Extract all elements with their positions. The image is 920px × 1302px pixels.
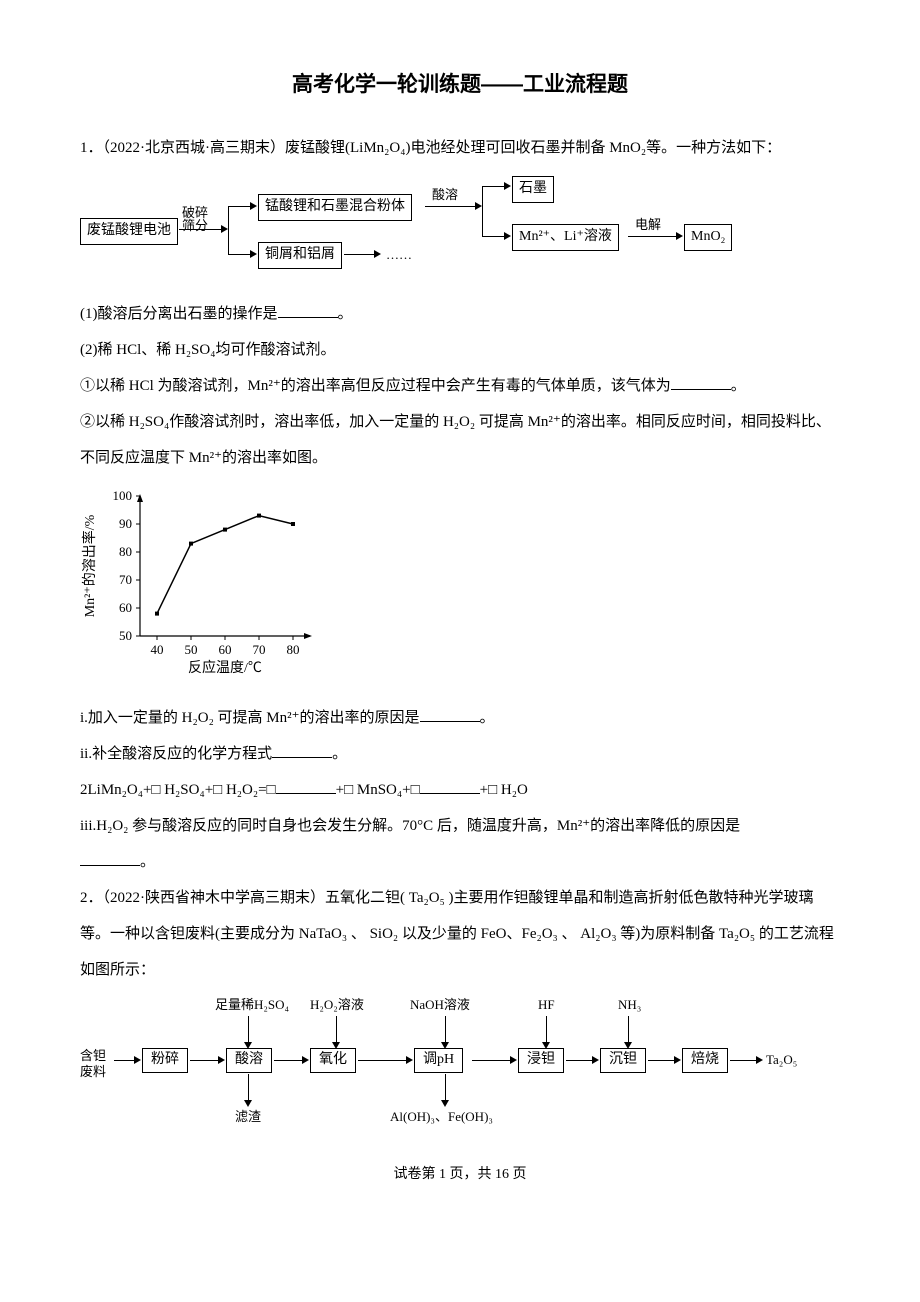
flow2-bot2: Al(OH)₃、Fe(OH)₃	[390, 1110, 493, 1123]
q1-ii-text: ii.补全酸溶反应的化学方程式	[80, 746, 272, 762]
flow2-top2: H₂O₂溶液	[310, 998, 364, 1011]
q1-2-1-end: 。	[731, 378, 746, 394]
svg-text:60: 60	[119, 600, 132, 615]
svg-text:60: 60	[219, 642, 232, 657]
blank	[671, 374, 731, 390]
svg-text:反应温度/℃: 反应温度/℃	[188, 659, 262, 676]
chart-1-svg: 50 60 70 80 90 100 40 50 60 70 80 反应温度/℃ Mn²⁺的溶出率/%	[80, 486, 320, 676]
flow2-bot1: 滤渣	[235, 1110, 261, 1123]
page-title: 高考化学一轮训练题——工业流程题	[80, 60, 840, 110]
flow2-box2: 酸溶	[226, 1048, 272, 1073]
svg-text:Mn²⁺的溶出率/%: Mn²⁺的溶出率/%	[81, 515, 98, 618]
q1-1: (1)酸溶后分离出石墨的操作是 。	[80, 296, 840, 332]
flow2-top4: HF	[538, 998, 555, 1011]
svg-text:100: 100	[113, 488, 133, 503]
svg-text:70: 70	[253, 642, 266, 657]
q1-i-end: 。	[480, 710, 495, 726]
q1-ii: ii.补全酸溶反应的化学方程式 。	[80, 736, 840, 772]
blank	[420, 706, 480, 722]
q1-eq-a: 2LiMn₂O₄+□ H₂SO₄+□ H₂O₂=□	[80, 782, 276, 798]
flow2-box4: 调pH	[414, 1048, 463, 1073]
flow1-elec-label: 电解	[635, 218, 661, 231]
q1-eq-b: +□ MnSO₄+□	[336, 782, 420, 798]
flowchart-2: 含钽废料 足量稀H₂SO₄ H₂O₂溶液 NaOH溶液 HF NH₃ 粉碎 酸溶…	[120, 998, 820, 1128]
q1-iii-end: 。	[140, 854, 155, 870]
flow2-box6: 沉钽	[600, 1048, 646, 1073]
svg-text:50: 50	[185, 642, 198, 657]
blank	[276, 778, 336, 794]
blank	[272, 742, 332, 758]
flow2-output: Ta₂O₅	[766, 1053, 797, 1066]
page-footer: 试卷第 1 页，共 16 页	[80, 1158, 840, 1192]
svg-text:80: 80	[119, 544, 132, 559]
flow1-acid-label: 酸溶	[432, 188, 458, 201]
q1-2: (2)稀 HCl、稀 H₂SO₄均可作酸溶试剂。	[80, 332, 840, 368]
flow1-crush-label: 破碎筛分	[182, 206, 208, 232]
svg-text:90: 90	[119, 516, 132, 531]
flow2-top1: 足量稀H₂SO₄	[215, 998, 289, 1011]
svg-text:40: 40	[151, 642, 164, 657]
flow2-box3: 氧化	[310, 1048, 356, 1073]
q1-eq: 2LiMn₂O₄+□ H₂SO₄+□ H₂O₂=□ +□ MnSO₄+□ +□ H₂…	[80, 772, 840, 808]
flow1-solution-box: Mn²⁺、Li⁺溶液	[512, 224, 619, 250]
q1-2-1: ①以稀 HCl 为酸溶试剂，Mn²⁺的溶出率高但反应过程中会产生有毒的气体单质，…	[80, 368, 840, 404]
flow1-mno2-box: MnO₂	[684, 224, 732, 250]
q1-iii-blank: 。	[80, 844, 840, 880]
svg-text:80: 80	[287, 642, 300, 657]
svg-text:50: 50	[119, 628, 132, 643]
q1-ii-end: 。	[332, 746, 347, 762]
flow1-graphite-box: 石墨	[512, 176, 554, 202]
svg-text:70: 70	[119, 572, 132, 587]
flow2-box1: 粉碎	[142, 1048, 188, 1073]
flow2-box7: 焙烧	[682, 1048, 728, 1073]
q1-2-2: ②以稀 H₂SO₄作酸溶试剂时，溶出率低，加入一定量的 H₂O₂ 可提高 Mn²…	[80, 404, 840, 476]
flow2-top5: NH₃	[618, 998, 641, 1011]
flow1-copper-box: 铜屑和铝屑	[258, 242, 342, 268]
q1-1-text: (1)酸溶后分离出石墨的操作是	[80, 306, 278, 322]
q1-i: i.加入一定量的 H₂O₂ 可提高 Mn²⁺的溶出率的原因是 。	[80, 700, 840, 736]
q1-iii: iii.H₂O₂ 参与酸溶反应的同时自身也会发生分解。70°C 后，随温度升高，…	[80, 808, 840, 844]
blank	[278, 302, 338, 318]
chart-1: 50 60 70 80 90 100 40 50 60 70 80 反应温度/℃ Mn²⁺的溶出率/%	[80, 486, 320, 690]
q1-eq-c: +□ H₂O	[480, 782, 528, 798]
flow2-box5: 浸钽	[518, 1048, 564, 1073]
blank	[80, 850, 140, 866]
flow1-powder-box: 锰酸锂和石墨混合粉体	[258, 194, 412, 220]
q1-iii-text: iii.H₂O₂ 参与酸溶反应的同时自身也会发生分解。70°C 后，随温度升高，…	[80, 818, 740, 834]
flowchart-1: 废锰酸锂电池 破碎筛分 锰酸锂和石墨混合粉体 铜屑和铝屑 …… 酸溶 石墨 Mn…	[80, 176, 840, 286]
blank	[420, 778, 480, 794]
q1-intro: 1．（2022·北京西城·高三期末）废锰酸锂(LiMn₂O₄)电池经处理可回收石…	[80, 130, 840, 166]
flow2-top3: NaOH溶液	[410, 998, 470, 1011]
flow1-dots: ……	[386, 248, 412, 261]
flow2-input: 含钽废料	[80, 1048, 106, 1079]
q1-2-1-text: ①以稀 HCl 为酸溶试剂，Mn²⁺的溶出率高但反应过程中会产生有毒的气体单质，…	[80, 378, 671, 394]
flow1-waste-box: 废锰酸锂电池	[80, 218, 178, 244]
q2-intro: 2．（2022·陕西省神木中学高三期末）五氧化二钽( Ta₂O₅ )主要用作钽酸…	[80, 880, 840, 988]
q1-i-text: i.加入一定量的 H₂O₂ 可提高 Mn²⁺的溶出率的原因是	[80, 710, 420, 726]
q1-1-end: 。	[338, 306, 353, 322]
